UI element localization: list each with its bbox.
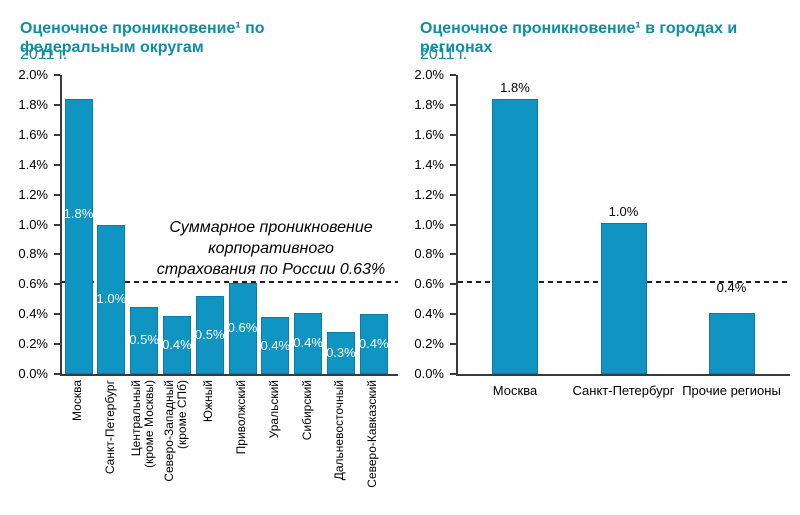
- chart-year-label: 2011 г.: [20, 46, 68, 63]
- y-axis-tick-label: 1.2%: [18, 186, 48, 202]
- y-axis-tick-label: 1.6%: [18, 126, 48, 142]
- y-axis-tick-mark: [450, 373, 456, 375]
- bar-Прочие регионы: [708, 312, 755, 374]
- chart-title: Оценочное проникновение¹ в городах и рег…: [420, 19, 795, 57]
- bar-value-label: 0.4%: [293, 335, 323, 351]
- chart-title-line: регионах: [420, 39, 493, 57]
- bar-Санкт-Петербург: [600, 223, 647, 374]
- bar-value-label: 0.4%: [358, 336, 389, 352]
- chart-title-line: Оценочное проникновение¹ в городах и: [420, 20, 738, 38]
- y-axis-tick-label: 2.0%: [414, 67, 444, 82]
- y-axis-tick-mark: [54, 103, 60, 106]
- y-axis-tick-mark: [450, 74, 456, 76]
- bar-Южный: [195, 296, 224, 374]
- bar-value-label: 1.0%: [608, 204, 639, 219]
- y-axis-tick-mark: [450, 253, 456, 256]
- bar-Сибирский: [294, 312, 323, 374]
- y-axis-tick-mark: [54, 253, 60, 256]
- bar-value-label: 0.4%: [716, 279, 747, 295]
- bar-Центральный (кроме Москвы): [130, 306, 159, 374]
- y-axis-tick-mark: [450, 313, 456, 316]
- x-axis-line: [456, 374, 790, 376]
- y-axis-tick-mark: [54, 133, 60, 136]
- bar-Северо-Западный (кроме СПб): [162, 315, 191, 374]
- annotation-line: Суммарное проникновение: [169, 219, 373, 236]
- y-axis-tick-label: 0.6%: [414, 276, 444, 292]
- bar-value-label: 0.6%: [227, 320, 258, 336]
- y-axis-tick-mark: [54, 223, 60, 226]
- reference-dashed-line: [62, 281, 398, 283]
- chart-title-line: Оценочное проникновение¹ по: [20, 20, 265, 38]
- bar-value-label: 0.4%: [162, 336, 192, 352]
- y-axis-tick-mark: [450, 343, 456, 346]
- y-axis-tick-mark: [450, 193, 456, 196]
- annotation-line: страхования по России 0.63%: [156, 261, 386, 278]
- bar-value-label: 1.8%: [63, 206, 94, 222]
- chart-title-line: федеральным округам: [20, 39, 204, 57]
- x-axis-category-label: Прочие регионы: [682, 383, 781, 398]
- y-axis-tick-mark: [54, 193, 60, 196]
- y-axis-tick-label: 1.0%: [414, 216, 444, 232]
- y-axis-tick-label: 0.4%: [414, 306, 444, 322]
- bar-value-label: 0.5%: [194, 327, 225, 343]
- y-axis-tick-label: 0.8%: [18, 246, 48, 262]
- y-axis-tick-label: 1.8%: [18, 96, 48, 112]
- bar-value-label: 1.0%: [96, 291, 127, 307]
- y-axis-tick-mark: [54, 343, 60, 346]
- y-axis-tick-label: 0.8%: [414, 246, 444, 262]
- bar-Москва: [492, 98, 538, 374]
- y-axis-tick-label: 0.6%: [18, 276, 48, 292]
- y-axis-tick-mark: [450, 163, 456, 166]
- y-axis-tick-mark: [450, 223, 456, 226]
- y-axis-line: [60, 75, 62, 376]
- bar-value-label: 0.3%: [326, 345, 356, 361]
- chart-year-label: 2011 г.: [420, 46, 468, 63]
- x-axis-category-label: Москва: [492, 383, 538, 398]
- bar-Приволжский: [228, 282, 257, 374]
- bar-value-label: 1.8%: [500, 79, 530, 95]
- bar-value-label: 0.4%: [260, 337, 291, 353]
- x-axis-category-label: Санкт-Петербург: [572, 383, 675, 398]
- y-axis-tick-mark: [450, 283, 456, 286]
- y-axis-tick-label: 0.2%: [18, 336, 48, 352]
- x-axis-line: [60, 374, 398, 376]
- bar-Дальневосточный: [326, 332, 355, 374]
- y-axis-tick-mark: [54, 373, 60, 375]
- y-axis-tick-mark: [54, 163, 60, 166]
- y-axis-tick-label: 0.2%: [414, 336, 444, 352]
- y-axis-tick-mark: [54, 313, 60, 316]
- y-axis-tick-label: 1.4%: [18, 156, 48, 172]
- bar-Уральский: [261, 317, 290, 374]
- y-axis-tick-mark: [54, 283, 60, 286]
- y-axis-tick-mark: [54, 74, 60, 76]
- y-axis-tick-label: 1.6%: [414, 126, 444, 142]
- y-axis-tick-label: 2.0%: [18, 67, 48, 82]
- y-axis-line: [456, 75, 458, 376]
- y-axis-tick-label: 1.8%: [414, 96, 444, 112]
- bar-Северо-Кавказский: [359, 314, 388, 374]
- bar-value-label: 0.5%: [129, 332, 159, 348]
- y-axis-tick-mark: [450, 103, 456, 106]
- chart-title: Оценочное проникновение¹ по федеральным …: [20, 19, 380, 57]
- y-axis-tick-label: 1.2%: [414, 186, 444, 202]
- y-axis-tick-label: 0.4%: [18, 306, 48, 322]
- y-axis-tick-label: 0.0%: [18, 366, 48, 381]
- bar-Москва: [64, 98, 93, 374]
- y-axis-tick-label: 0.0%: [414, 366, 444, 381]
- annotation-line: корпоративного: [208, 240, 334, 257]
- y-axis-tick-label: 1.0%: [18, 216, 48, 232]
- bar-Санкт-Петербург: [97, 224, 126, 374]
- y-axis-tick-label: 1.4%: [414, 156, 444, 172]
- russia-total-annotation: Суммарное проникновение корпоративного с…: [133, 217, 409, 280]
- y-axis-tick-mark: [450, 133, 456, 136]
